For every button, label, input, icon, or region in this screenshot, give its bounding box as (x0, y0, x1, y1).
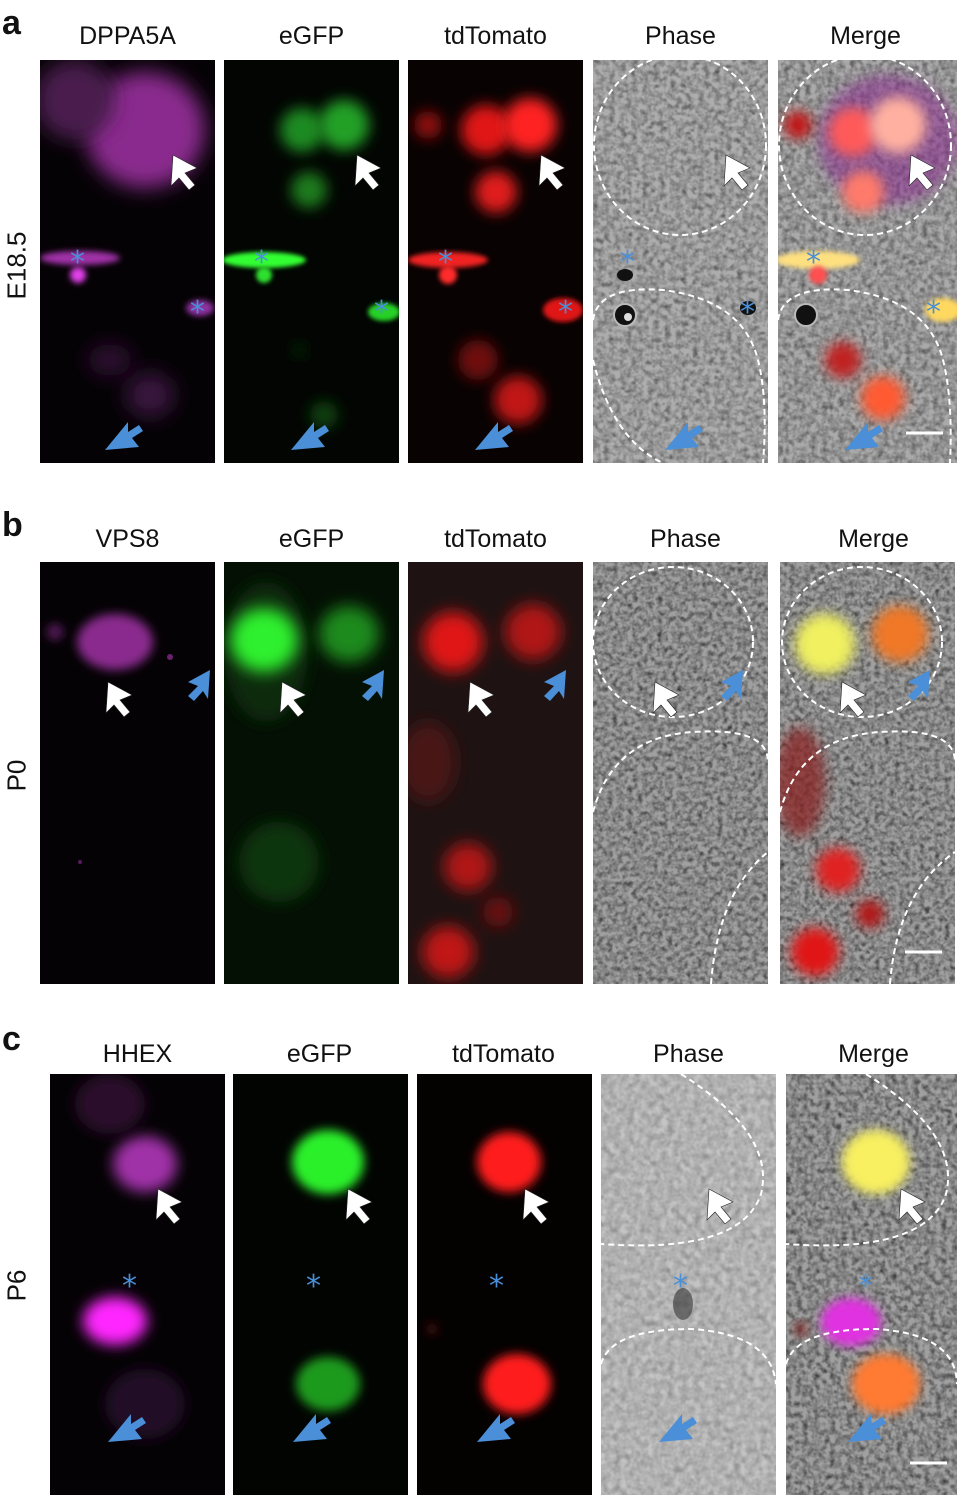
blue-arrow-icon (362, 670, 384, 701)
image-merge-p6: * (786, 1074, 957, 1495)
image-dppa5a-e18-5: * * (40, 60, 215, 463)
white-arrow-icon (345, 1188, 373, 1225)
white-arrow-icon (898, 1188, 926, 1225)
blue-arrow-icon (291, 422, 329, 450)
image-vps8-p0 (40, 562, 215, 984)
blue-arrow-icon (659, 1414, 697, 1442)
col-title-merge-b: Merge (838, 525, 909, 553)
image-tdtomato-e18-5: * * (408, 60, 583, 463)
blue-arrow-icon (475, 422, 513, 450)
asterisk-icon: * (806, 245, 821, 280)
col-title-hhex: HHEX (102, 1040, 173, 1068)
image-phase-p0 (593, 562, 768, 984)
col-title-merge-a: Merge (830, 22, 901, 50)
white-arrow-icon (839, 681, 867, 718)
col-title-tdtomato-a: tdTomato (444, 22, 547, 50)
white-arrow-icon (105, 681, 133, 718)
blue-arrow-icon (293, 1414, 331, 1442)
col-title-tdtomato-c: tdTomato (452, 1040, 555, 1068)
blue-arrow-icon (908, 670, 930, 701)
white-arrow-icon (155, 1188, 183, 1225)
blue-arrow-icon (108, 1414, 146, 1442)
white-arrow-icon (706, 1188, 734, 1225)
row-label-p0: P0 (1, 759, 32, 792)
asterisk-icon: * (489, 1269, 504, 1304)
blue-arrow-icon (665, 422, 703, 450)
white-arrow-icon (538, 154, 566, 191)
col-title-phase-a: Phase (645, 22, 716, 50)
asterisk-icon: * (306, 1269, 321, 1304)
image-egfp-e18-5: * * (224, 60, 399, 463)
col-title-phase-b: Phase (650, 525, 721, 553)
col-title-phase-c: Phase (653, 1040, 724, 1068)
asterisk-icon: * (926, 295, 941, 330)
row-label-e18-5: E18.5 (1, 231, 32, 300)
asterisk-icon: * (374, 295, 389, 330)
panel-letter-a: a (2, 4, 21, 42)
image-hhex-p6: * (50, 1074, 225, 1495)
asterisk-icon: * (122, 1269, 137, 1304)
image-egfp-p0 (224, 562, 399, 984)
panel-letter-b: b (2, 506, 23, 544)
col-title-egfp-b: eGFP (278, 525, 345, 553)
asterisk-icon: * (254, 245, 269, 280)
asterisk-icon: * (438, 245, 453, 280)
panel-letter-c: c (2, 1020, 21, 1058)
asterisk-icon: * (620, 245, 635, 280)
asterisk-icon: * (70, 245, 85, 280)
white-arrow-icon (279, 681, 307, 718)
blue-arrow-icon (721, 670, 743, 701)
blue-arrow-icon (477, 1414, 515, 1442)
image-egfp-p6: * (233, 1074, 408, 1495)
col-title-merge-c: Merge (838, 1040, 909, 1068)
col-title-egfp-a: eGFP (278, 22, 345, 50)
image-tdtomato-p6: * (417, 1074, 592, 1495)
image-merge-p0 (780, 562, 955, 984)
blue-arrow-icon (544, 670, 566, 701)
white-arrow-icon (354, 154, 382, 191)
white-arrow-icon (467, 681, 495, 718)
blue-arrow-icon (845, 422, 883, 450)
image-phase-e18-5: * * (593, 60, 768, 463)
asterisk-icon: * (558, 295, 573, 330)
white-arrow-icon (170, 154, 198, 191)
asterisk-icon: * (673, 1269, 688, 1304)
blue-arrow-icon (188, 670, 210, 701)
image-phase-p6: * (601, 1074, 776, 1495)
image-merge-e18-5: * * (778, 60, 957, 463)
white-arrow-icon (723, 154, 751, 191)
col-title-dppa5a: DPPA5A (79, 22, 176, 50)
white-arrow-icon (652, 681, 680, 718)
image-tdtomato-p0 (408, 562, 583, 984)
white-arrow-icon (908, 154, 936, 191)
col-title-vps8: VPS8 (95, 525, 160, 553)
row-label-p6: P6 (1, 1269, 32, 1302)
col-title-egfp-c: eGFP (286, 1040, 353, 1068)
asterisk-icon: * (190, 295, 205, 330)
white-arrow-icon (522, 1188, 550, 1225)
blue-arrow-icon (105, 422, 143, 450)
asterisk-icon: * (740, 295, 755, 330)
blue-arrow-icon (848, 1414, 886, 1442)
col-title-tdtomato-b: tdTomato (444, 525, 547, 553)
asterisk-icon: * (858, 1269, 873, 1304)
